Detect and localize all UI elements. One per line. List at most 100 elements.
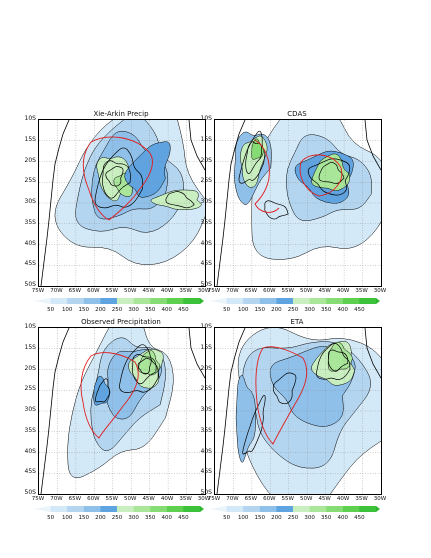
lat-tick-label: 15S <box>24 135 36 143</box>
lon-tick-label: 75W <box>207 288 221 294</box>
colorbar-label: 50 <box>223 515 231 521</box>
lon-tick-label: 40W <box>160 496 174 502</box>
lon-tick-label: 35W <box>179 288 192 294</box>
colorbar-swatch <box>326 298 344 304</box>
colorbar-swatch <box>166 298 184 304</box>
colorbar-canvas <box>210 506 380 512</box>
colorbar-swatch <box>100 298 118 304</box>
contour-line <box>307 158 351 196</box>
colorbar-swatch <box>83 298 101 304</box>
colorbar-label: 100 <box>61 307 73 313</box>
lon-tick-label: 50W <box>300 288 313 294</box>
colorbar-cap <box>34 506 51 512</box>
colorbar-swatch <box>359 506 377 512</box>
lat-tick-label: 20S <box>200 364 212 372</box>
colorbar-label: 150 <box>78 515 90 521</box>
lon-tick-label: 35W <box>355 288 368 294</box>
colorbar-label: 150 <box>78 307 90 313</box>
colorbar-swatch <box>293 506 311 512</box>
colorbar-cap <box>200 506 204 512</box>
colorbar-label: 300 <box>304 307 315 313</box>
lon-tick-label: 30W <box>197 288 211 294</box>
lat-tick-label: 45S <box>24 260 36 268</box>
lat-tick-label: 15S <box>200 135 212 143</box>
colorbar <box>34 506 204 512</box>
lon-tick-label: 40W <box>336 496 350 502</box>
lat-tick-label: 50S <box>200 489 212 496</box>
lon-tick-label: 30W <box>197 496 211 502</box>
colorbar-swatch <box>166 506 184 512</box>
colorbar-label: 50 <box>47 515 55 521</box>
coastline <box>188 120 205 171</box>
colorbar-label: 250 <box>111 515 123 521</box>
lon-tick-label: 70W <box>50 288 63 294</box>
colorbar-label: 50 <box>47 307 55 313</box>
colorbar-swatch <box>259 506 277 512</box>
colorbar-label: 300 <box>128 515 139 521</box>
colorbar-label: 200 <box>95 515 106 521</box>
colorbar-swatch <box>67 298 85 304</box>
lat-tick-label: 50S <box>200 281 212 288</box>
colorbar-cap <box>34 298 51 304</box>
map-canvas <box>39 120 205 286</box>
colorbar-swatch <box>67 506 85 512</box>
contour-line <box>264 200 289 220</box>
colorbar-label: 350 <box>144 307 156 313</box>
coastline <box>188 328 205 379</box>
colorbar-cap <box>210 506 227 512</box>
colorbar-swatch <box>243 506 261 512</box>
contour-line <box>316 343 351 380</box>
contour-line <box>318 162 345 184</box>
colorbar-swatch <box>133 506 151 512</box>
gridlines <box>215 328 381 494</box>
lat-tick-label: 20S <box>24 156 36 164</box>
colorbar-swatch <box>150 298 168 304</box>
contour-line <box>272 372 297 405</box>
lat-tick-label: 45S <box>200 468 212 476</box>
lat-tick-label: 50S <box>24 281 36 288</box>
contour-line <box>119 344 159 393</box>
colorbar-swatch <box>359 298 377 304</box>
colorbar-swatch <box>226 506 244 512</box>
precip-area <box>235 375 257 463</box>
colorbar-cap <box>376 298 380 304</box>
colorbar-swatch <box>309 506 327 512</box>
lat-tick-label: 50S <box>24 489 36 496</box>
lat-tick-label: 20S <box>24 364 36 372</box>
colorbar-label: 300 <box>304 515 315 521</box>
contour-line <box>242 394 266 455</box>
panel-title: CDAS <box>287 110 307 118</box>
lon-tick-label: 35W <box>179 496 192 502</box>
lon-tick-label: 50W <box>124 288 137 294</box>
panel-title: ETA <box>290 318 304 326</box>
lon-tick-label: 40W <box>160 288 174 294</box>
lon-tick-label: 45W <box>318 288 331 294</box>
contour-line <box>105 166 124 187</box>
colorbar <box>210 506 380 512</box>
lat-tick-label: 45S <box>24 468 36 476</box>
coastline <box>364 120 381 171</box>
lon-tick-label: 55W <box>281 288 294 294</box>
colorbar-label: 350 <box>320 515 332 521</box>
colorbar-label: 250 <box>287 307 299 313</box>
region-outline <box>82 136 153 221</box>
colorbar-swatch <box>342 298 360 304</box>
coastline <box>364 328 381 379</box>
colorbar-label: 350 <box>320 307 332 313</box>
map-canvas <box>215 120 381 286</box>
colorbar-label: 400 <box>161 515 173 521</box>
lon-tick-label: 60W <box>87 496 100 502</box>
lat-tick-label: 10S <box>200 115 212 122</box>
map-xie-arkin <box>38 119 206 287</box>
colorbar-label: 400 <box>161 307 173 313</box>
panel-xie-arkin: Xie-Arkin Precip 10S 15S 20S 25S 30S 35S 40S 45… <box>22 110 212 320</box>
lon-tick-label: 75W <box>207 496 221 502</box>
lon-tick-label: 50W <box>124 496 137 502</box>
lon-tick-label: 60W <box>263 288 276 294</box>
lon-tick-label: 45W <box>318 496 331 502</box>
colorbar-cap <box>210 298 227 304</box>
colorbar-swatch <box>183 506 201 512</box>
colorbar-swatch <box>150 506 168 512</box>
colorbar-label: 300 <box>128 307 139 313</box>
colorbar-label: 450 <box>354 515 365 521</box>
